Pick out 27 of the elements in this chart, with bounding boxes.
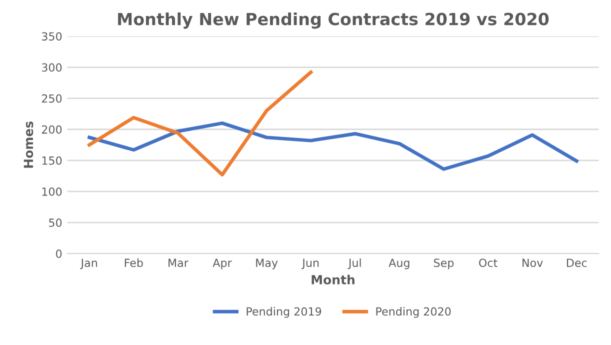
x-tick-label: Nov bbox=[522, 258, 543, 268]
x-tick-label: Sep bbox=[434, 258, 454, 270]
y-tick-label: 50 bbox=[49, 218, 62, 227]
x-axis-title: Month bbox=[312, 274, 354, 284]
y-tick-label: 0 bbox=[56, 250, 62, 258]
y-axis-title: Homes bbox=[24, 121, 34, 168]
y-tick-label: 150 bbox=[42, 156, 62, 165]
x-tick-label: Jun bbox=[302, 258, 319, 270]
legend-label: Pending 2019 bbox=[246, 307, 322, 318]
y-tick-label: 300 bbox=[42, 63, 62, 72]
y-tick-label: 250 bbox=[42, 94, 62, 103]
x-tick-label: Mar bbox=[168, 258, 188, 268]
x-tick-label: Jul bbox=[348, 258, 361, 270]
y-tick-label: 350 bbox=[42, 32, 62, 41]
x-tick-label: Feb bbox=[124, 258, 143, 268]
x-tick-label: Dec bbox=[566, 258, 587, 268]
line-series bbox=[88, 70, 313, 176]
x-tick-label: May bbox=[256, 258, 278, 270]
x-tick-label: Apr bbox=[212, 258, 232, 270]
chart-title: Monthly New Pending Contracts 2019 vs 2020 bbox=[118, 12, 549, 29]
line-series bbox=[88, 121, 578, 171]
legend-label: Pending 2020 bbox=[376, 307, 451, 318]
y-tick-label: 200 bbox=[42, 125, 62, 134]
x-tick-label: Jan bbox=[80, 258, 97, 270]
x-tick-label: Aug bbox=[388, 258, 410, 270]
x-tick-label: Oct bbox=[479, 258, 498, 268]
y-tick-label: 100 bbox=[42, 187, 62, 196]
